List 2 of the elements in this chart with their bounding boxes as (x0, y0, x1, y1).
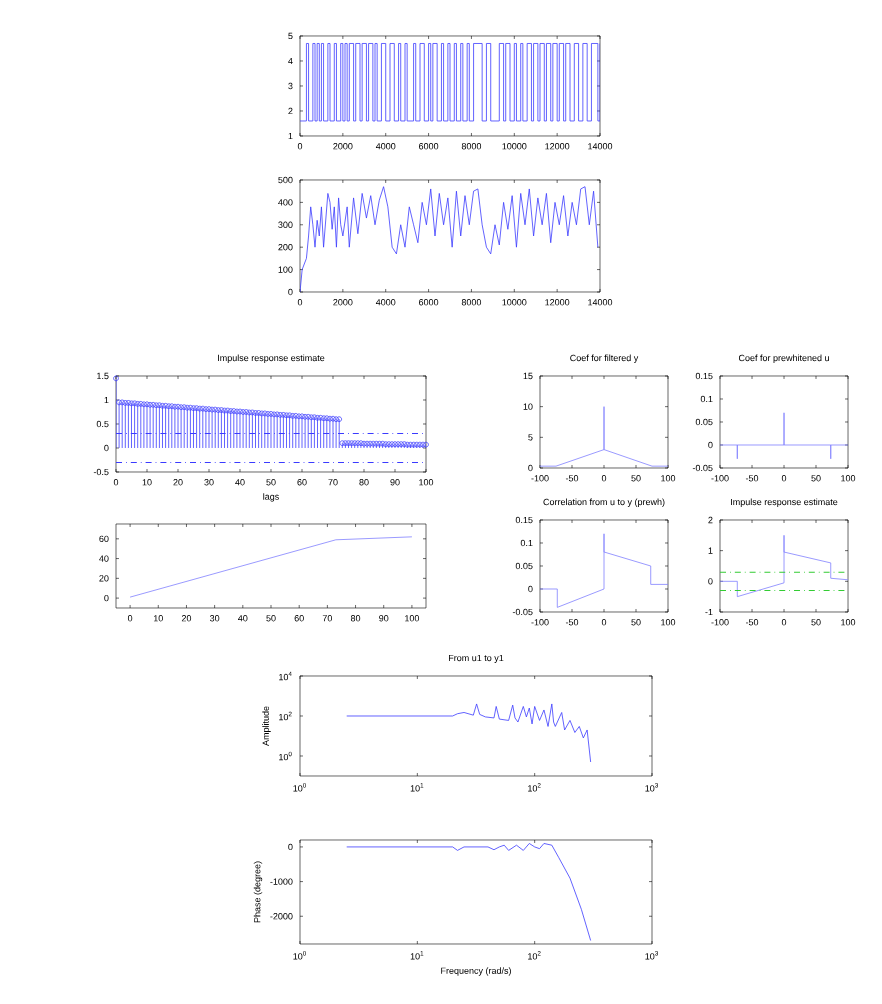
line-series (720, 534, 849, 598)
line-series (540, 533, 669, 608)
